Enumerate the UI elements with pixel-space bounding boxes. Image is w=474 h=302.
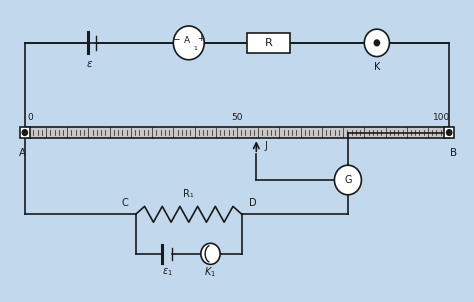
Text: 50: 50 xyxy=(231,113,243,122)
Text: A: A xyxy=(184,36,191,45)
Text: 1: 1 xyxy=(193,46,198,51)
Text: C: C xyxy=(122,198,128,208)
Text: $+$: $+$ xyxy=(197,33,206,43)
Bar xyxy=(246,33,290,53)
Text: $K_1$: $K_1$ xyxy=(204,265,217,279)
Bar xyxy=(25,127,449,138)
Text: G: G xyxy=(344,175,352,185)
Circle shape xyxy=(374,40,380,46)
Circle shape xyxy=(201,243,220,264)
Text: $\varepsilon_1$: $\varepsilon_1$ xyxy=(162,266,173,278)
Bar xyxy=(444,127,454,138)
Bar xyxy=(20,127,30,138)
Circle shape xyxy=(173,26,204,60)
Text: R: R xyxy=(264,38,272,48)
Text: R₁: R₁ xyxy=(183,189,194,199)
Text: K: K xyxy=(374,62,380,72)
Text: D: D xyxy=(249,198,256,208)
Circle shape xyxy=(447,130,452,135)
Circle shape xyxy=(22,130,27,135)
Text: J: J xyxy=(264,141,267,151)
Circle shape xyxy=(365,29,390,56)
Text: $-$: $-$ xyxy=(172,33,181,42)
Text: $\varepsilon$: $\varepsilon$ xyxy=(86,59,93,69)
Text: 100: 100 xyxy=(433,113,451,122)
Text: B: B xyxy=(450,148,457,158)
Text: A: A xyxy=(19,148,26,158)
Circle shape xyxy=(335,165,361,195)
Text: 0: 0 xyxy=(27,113,34,122)
